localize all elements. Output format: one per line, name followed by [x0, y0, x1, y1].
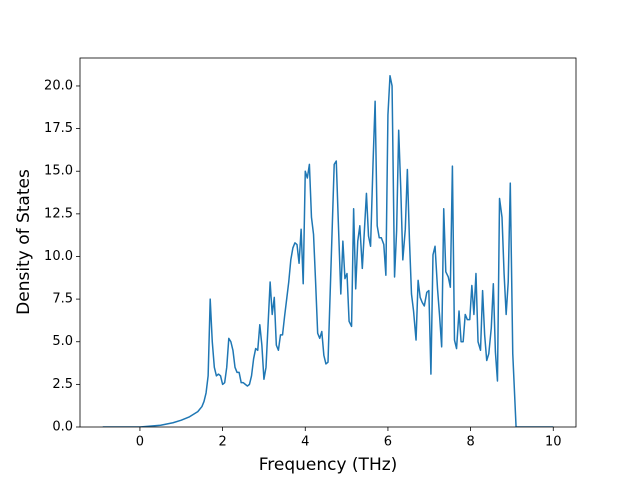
x-tick-label: 2: [218, 435, 226, 450]
y-tick-label: 2.5: [52, 377, 73, 392]
y-axis-label: Density of States: [14, 169, 34, 315]
x-tick-label: 4: [301, 435, 309, 450]
y-tick-label: 7.5: [52, 292, 73, 307]
plot-area: [102, 74, 554, 427]
x-axis-label: Frequency (THz): [259, 455, 398, 475]
dos-line: [102, 74, 554, 427]
y-tick-label: 12.5: [44, 206, 73, 221]
y-tick-label: 20.0: [44, 78, 73, 93]
y-tick-label: 10.0: [44, 249, 73, 264]
y-tick-label: 15.0: [44, 164, 73, 179]
axes-frame: [79, 57, 577, 428]
x-tick-label: 8: [466, 435, 474, 450]
x-tick-label: 6: [384, 435, 392, 450]
y-tick-label: 5.0: [52, 334, 73, 349]
x-tick-label: 10: [545, 435, 562, 450]
y-tick-label: 17.5: [44, 121, 73, 136]
x-tick-label: 0: [136, 435, 144, 450]
y-tick-label: 0.0: [52, 420, 73, 435]
